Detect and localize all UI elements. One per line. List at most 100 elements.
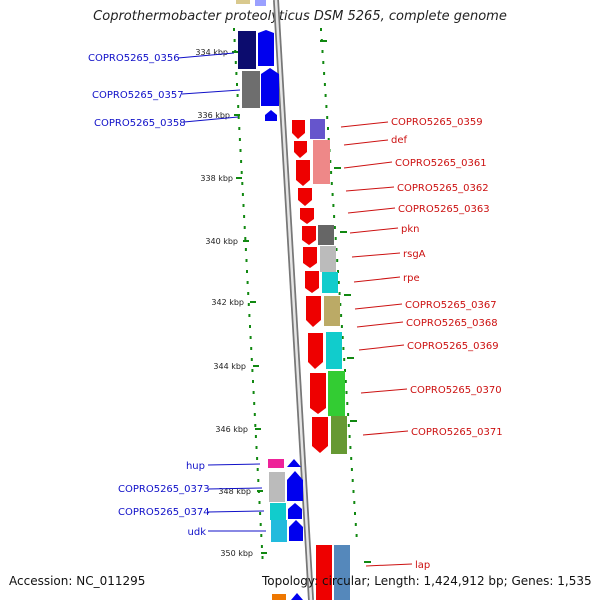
cds-arrow [292,120,305,139]
cds-arrow [288,503,302,519]
ruler-dot [348,435,351,438]
ruler-dot [321,50,324,53]
ruler-dot [331,193,334,196]
ruler-dot [323,83,326,86]
cds-block [238,31,256,69]
ruler-dot [330,171,333,174]
ruler-dot [336,259,339,262]
ruler-dot [242,204,245,207]
cds-arrow [312,417,328,453]
cds-arrow [300,208,314,224]
ruler-dot [258,501,261,504]
ruler-label: 342 kbp [211,298,244,307]
ruler-dot [334,237,337,240]
ruler-dot [339,303,342,306]
cds-block [322,272,338,293]
ruler-dot [256,468,259,471]
ruler-dot [260,534,263,537]
ruler-label: 350 kbp [220,549,253,558]
cds-block [271,520,287,542]
ruler-dot [322,61,325,64]
ruler-dot [254,435,257,438]
ruler-dot [343,358,346,361]
ruler-dot [241,193,244,196]
ruler-dot [253,402,256,405]
cds-block [328,371,345,416]
left-gene-labels: COPRO5265_0356 COPRO5265_0357 COPRO5265_… [88,53,210,538]
gene-label: COPRO5265_0361 [395,158,487,169]
ruler-dot [333,226,336,229]
ruler-dot [246,270,248,273]
gene-label: COPRO5265_0368 [406,318,498,329]
ruler-dot [327,138,330,141]
ruler-dot [250,347,253,350]
ruler-dot [347,424,350,427]
ruler-dot [330,182,333,185]
ruler-dot [253,413,256,416]
ruler-dot [354,523,357,526]
ruler-dot [332,204,335,207]
ruler-dot [248,314,251,317]
gene-label: COPRO5265_0369 [407,341,499,352]
ruler-dot [320,28,322,31]
topology-text: Topology: circular; Length: 1,424,912 bp… [262,574,592,588]
ruler-dot [344,369,346,372]
cds-block [334,545,350,600]
reverse-strand-bottom [268,459,350,600]
ruler-dot [241,182,244,185]
cds-arrow [287,471,303,501]
ruler-dot [237,105,240,108]
ruler-dot [254,424,257,427]
ruler-dot [236,83,238,86]
cds-arrow [296,160,310,186]
ruler-dot [337,281,340,284]
cds-arrow [294,141,307,158]
ruler-dot [355,534,358,537]
ruler-dot [252,380,254,383]
cds-arrow [258,30,274,66]
ruler-dot [240,160,243,163]
ruler-label: 334 kbp [195,48,228,57]
ruler-dot [346,402,349,405]
cds-arrow [291,593,303,600]
reverse-strand-top [236,0,279,121]
ruler-dot [327,127,329,130]
gene-label: COPRO5265_0356 [88,53,180,64]
ruler-dot [238,127,241,130]
ruler-dot [354,512,356,515]
ruler-dot [324,94,327,97]
ruler-dot [245,259,248,262]
ruler-labels: 334 kbp 336 kbp 338 kbp 340 kbp 342 kbp … [195,48,253,558]
ruler-label: 340 kbp [205,237,238,246]
cds-block [331,416,347,454]
gene-label: rpe [403,273,420,284]
right-gene-labels: COPRO5265_0359 def COPRO5265_0361 COPRO5… [391,117,503,571]
ruler-dot [326,116,329,119]
ruler-dot [350,457,353,460]
gene-label: udk [188,527,207,538]
ruler-dot [261,556,264,559]
cds-arrow [302,226,316,245]
ruler-dot [349,446,352,449]
cds-block [272,594,286,600]
ruler-dot [247,303,250,306]
gene-label: hup [186,461,205,472]
ruler-dot [246,281,249,284]
gene-label: COPRO5265_0373 [118,484,210,495]
cds-arrow [303,247,317,268]
function-blocks-right [310,119,347,454]
cds-arrow [298,188,312,206]
forward-strand-arrows [292,120,328,453]
ruler-dot [344,380,347,383]
ruler-dot [335,248,338,251]
ruler-dot [239,149,242,152]
ruler-dot [340,314,343,317]
gene-label: pkn [401,224,419,235]
ruler-dot [260,545,263,548]
right-leaders [340,121,413,567]
cds-block [324,296,340,326]
cds-block [313,140,330,184]
ruler-dot [244,237,247,240]
ruler-dot [233,39,236,42]
